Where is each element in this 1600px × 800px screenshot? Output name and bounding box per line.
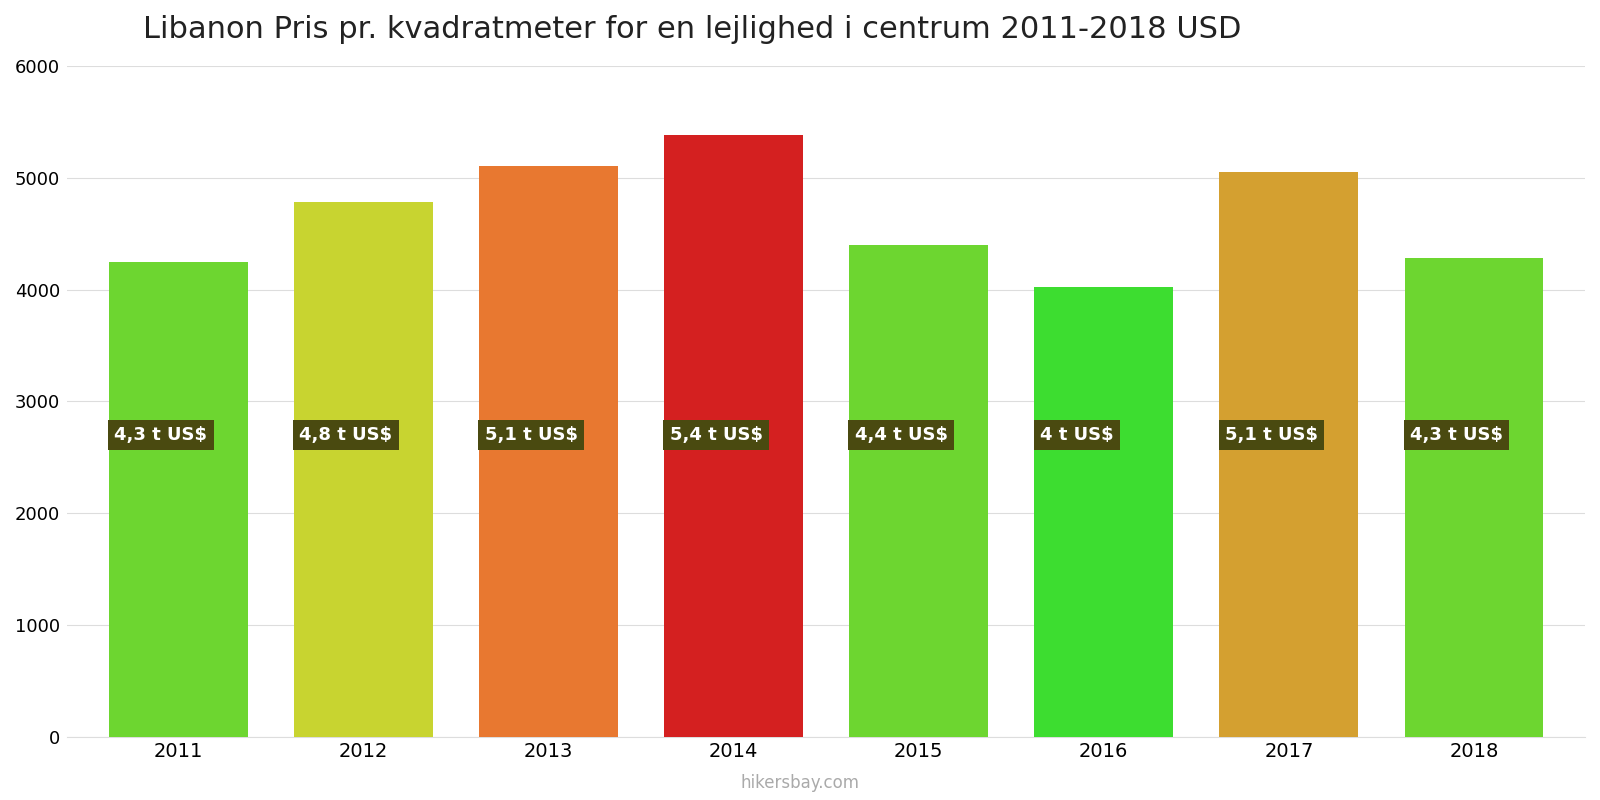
Text: 4,3 t US$: 4,3 t US$ [114,426,208,444]
Bar [1219,172,1358,737]
Text: 5,4 t US$: 5,4 t US$ [670,426,763,444]
Text: 4 t US$: 4 t US$ [1040,426,1114,444]
Bar [1405,258,1544,737]
Text: Libanon Pris pr. kvadratmeter for en lejlighed i centrum 2011-2018 USD: Libanon Pris pr. kvadratmeter for en lej… [142,15,1242,44]
Text: 5,1 t US$: 5,1 t US$ [1226,426,1318,444]
Text: hikersbay.com: hikersbay.com [741,774,859,792]
Text: 4,4 t US$: 4,4 t US$ [854,426,947,444]
Bar [109,262,248,737]
Text: 4,3 t US$: 4,3 t US$ [1410,426,1502,444]
Bar [478,166,618,737]
Bar [850,245,989,737]
Bar [1034,287,1173,737]
Text: 5,1 t US$: 5,1 t US$ [485,426,578,444]
Bar [664,135,803,737]
Bar [294,202,432,737]
Text: 4,8 t US$: 4,8 t US$ [299,426,392,444]
